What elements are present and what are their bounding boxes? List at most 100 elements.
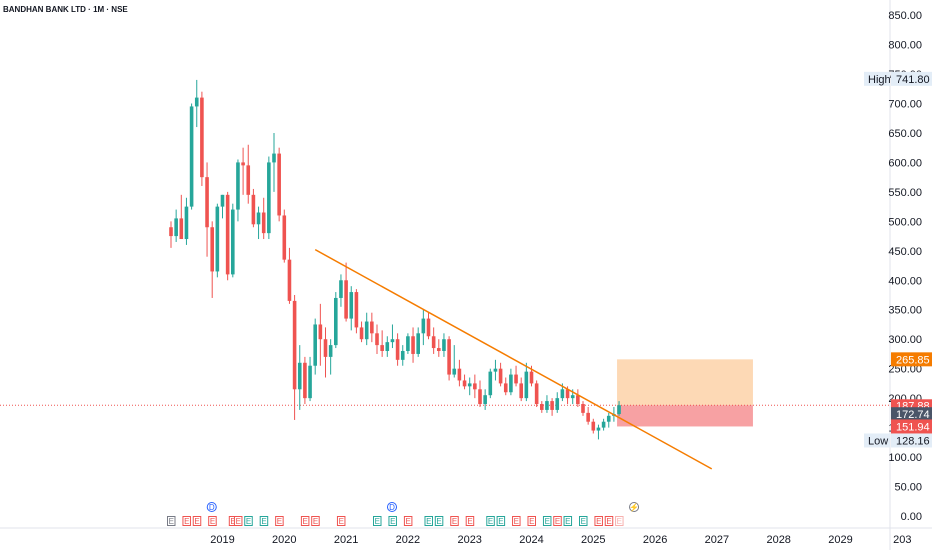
candle-body [231, 209, 235, 275]
candle-body [606, 415, 611, 422]
candle [277, 147, 281, 222]
candle-body [462, 380, 467, 387]
earnings-marker-label: E [246, 517, 251, 526]
candle-body [498, 368, 503, 384]
earnings-marker-label: E [498, 517, 503, 526]
candle [514, 365, 518, 387]
dividend-badge-label: D [209, 503, 215, 512]
earnings-marker [311, 516, 320, 526]
candle-body [251, 194, 256, 225]
candle [524, 362, 529, 402]
candle-body [483, 395, 487, 405]
candle-body [189, 106, 194, 207]
candle-body [478, 389, 482, 405]
candle [467, 377, 472, 396]
earnings-marker [465, 516, 475, 526]
y-tick-label: 600.00 [888, 157, 922, 169]
earnings-marker-label: E [406, 517, 411, 526]
candle [488, 368, 493, 399]
earnings-marker-label: E [565, 517, 570, 526]
earnings-marker-label: E [390, 517, 395, 526]
target-value: 265.85 [896, 354, 930, 366]
earnings-marker-label: E [581, 517, 586, 526]
y-tick-label: 400.00 [888, 275, 922, 287]
dividend-badge [387, 502, 397, 512]
candle [225, 191, 230, 281]
candle [478, 380, 482, 407]
candle [287, 247, 292, 304]
candle-body [452, 368, 457, 375]
candle [576, 389, 580, 407]
candle [617, 401, 621, 416]
y-tick-label: 0.00 [901, 511, 922, 523]
earnings-marker [450, 516, 459, 526]
candle-body [519, 383, 523, 399]
candle-body [545, 401, 549, 410]
low-label-bg [864, 433, 890, 448]
earnings-marker-label: E [514, 517, 519, 526]
earnings-marker [208, 516, 217, 526]
trendline [314, 248, 713, 470]
candle [297, 345, 302, 410]
mid-value: 172.74 [896, 409, 930, 421]
stop-value: 151.94 [896, 421, 930, 433]
candle [601, 418, 606, 431]
x-axis[interactable]: 2019 2020 2021 2022 2023 2024 2025 2026 2027 2028… [210, 534, 911, 546]
candle [364, 312, 369, 346]
candle-body [261, 212, 266, 234]
candle [261, 197, 266, 240]
candle-body [169, 227, 173, 237]
y-tick-label: 850.00 [888, 10, 922, 22]
earnings-marker [192, 516, 202, 526]
candle-body [390, 339, 395, 343]
candle-body [431, 336, 436, 349]
candle [313, 318, 317, 375]
earnings-marker-label: E [555, 517, 560, 526]
candle [493, 359, 498, 381]
earnings-marker [403, 516, 413, 526]
y-tick-label: 800.00 [888, 40, 922, 52]
y-tick-label: 350.00 [888, 305, 922, 317]
candle-body [282, 215, 287, 260]
candle [385, 336, 390, 357]
candle [318, 303, 323, 366]
earnings-marker-label: E [606, 517, 611, 526]
earnings-marker-label: E [303, 517, 308, 526]
earnings-marker [424, 516, 433, 526]
candle-body [256, 212, 261, 225]
x-tick-label: 2022 [396, 534, 420, 546]
earnings-marker [275, 516, 284, 526]
candle [220, 194, 225, 219]
high-value: 741.80 [896, 74, 930, 86]
candle [334, 292, 338, 349]
candle-body [540, 404, 544, 410]
candle [406, 333, 410, 354]
y-tick-label: 550.00 [888, 187, 922, 199]
x-tick-label: 2025 [581, 534, 605, 546]
earnings-marker [486, 516, 495, 526]
y-tick-label: 100.00 [888, 452, 922, 464]
x-tick-label: 2021 [334, 534, 358, 546]
earnings-marker [563, 516, 573, 526]
earnings-marker-label: E [339, 517, 344, 526]
dividend-badge-label: ⚡ [629, 502, 639, 512]
candle-body [565, 389, 570, 399]
candle-body [225, 194, 230, 275]
earnings-marker-label: E [261, 517, 266, 526]
earnings-marker [167, 516, 176, 526]
high-tag [891, 71, 932, 86]
candle-body [421, 318, 426, 334]
candle [189, 103, 194, 210]
x-tick-label: 2024 [519, 534, 543, 546]
candle-body [370, 321, 374, 334]
candle-body [236, 162, 240, 210]
earnings-marker-label: E [194, 517, 199, 526]
candle [411, 327, 415, 363]
candle [457, 359, 462, 387]
candle-body [586, 412, 590, 422]
earnings-marker-label: E [545, 517, 550, 526]
candle-body [529, 371, 534, 384]
earnings-marker-label: E [617, 517, 622, 526]
